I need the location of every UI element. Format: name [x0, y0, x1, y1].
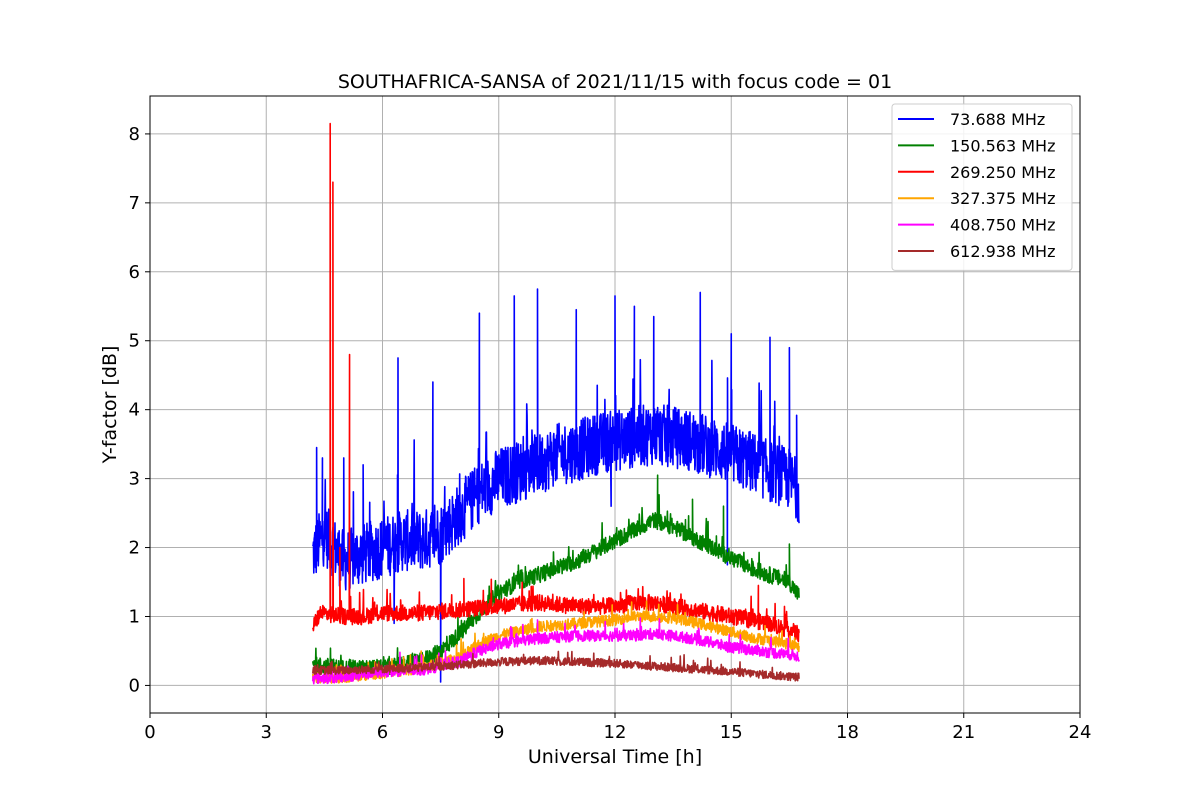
x-axis-label: Universal Time [h]	[528, 746, 702, 768]
series-line-1	[311, 474, 800, 678]
legend-label-3: 327.375 MHz	[950, 189, 1055, 208]
series-line-4	[311, 617, 800, 685]
x-tick-label: 15	[720, 722, 743, 743]
y-tick-label: 0	[129, 675, 140, 696]
x-tick-label: 18	[836, 722, 859, 743]
x-tick-label: 24	[1069, 722, 1092, 743]
x-tick-label: 3	[261, 722, 272, 743]
legend-label-1: 150.563 MHz	[950, 136, 1055, 155]
y-tick-label: 6	[129, 262, 140, 283]
x-tick-label: 12	[604, 722, 627, 743]
x-tick-label: 9	[493, 722, 504, 743]
chart-title: SOUTHAFRICA-SANSA of 2021/11/15 with foc…	[338, 71, 892, 93]
legend-box	[891, 103, 1073, 271]
y-tick-label: 4	[129, 400, 140, 421]
y-tick-label: 2	[129, 538, 140, 559]
y-tick-label: 3	[129, 469, 140, 490]
legend-label-0: 73.688 MHz	[950, 110, 1045, 129]
x-tick-label: 6	[377, 722, 388, 743]
series-line-5	[311, 650, 800, 682]
y-tick-label: 1	[129, 606, 140, 627]
legend: 73.688 MHz 150.563 MHz 269.250 MHz 327.375 …	[891, 103, 1073, 271]
y-axis-label: Y-factor [dB]	[99, 346, 121, 465]
y-tick-label: 5	[129, 331, 140, 352]
legend-label-4: 408.750 MHz	[950, 216, 1055, 235]
x-tick-label: 21	[952, 722, 975, 743]
series-line-0	[312, 288, 800, 683]
series-layer	[311, 122, 800, 685]
series-line-2	[311, 122, 800, 643]
y-tick-label: 8	[129, 124, 140, 145]
legend-label-5: 612.938 MHz	[950, 242, 1055, 261]
legend-label-2: 269.250 MHz	[950, 163, 1055, 182]
y-tick-label: 7	[129, 193, 140, 214]
x-tick-label: 0	[144, 722, 155, 743]
